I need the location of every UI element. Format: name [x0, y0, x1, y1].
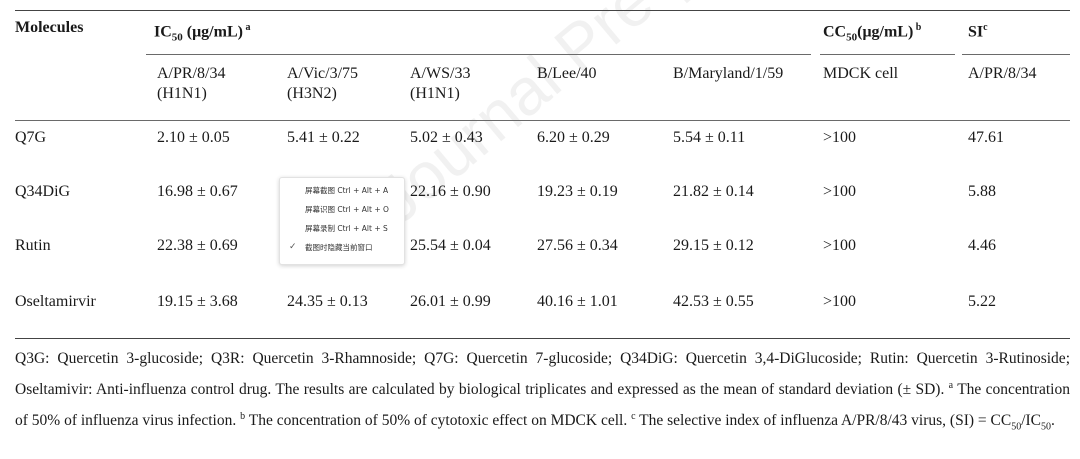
table-bottom-rule	[15, 338, 1070, 339]
row-3-cell-4: 42.53 ± 0.55	[673, 293, 754, 310]
row-0-cell-6: 47.61	[968, 129, 1004, 146]
row-3-cell-1: 24.35 ± 0.13	[287, 293, 368, 310]
row-0-cell-0: 2.10 ± 0.05	[157, 129, 230, 146]
cc50-group-rule	[820, 54, 955, 55]
row-3-cell-6: 5.22	[968, 293, 996, 310]
menu-item-screenshot[interactable]: 屏幕截图 Ctrl + Alt + A	[305, 186, 389, 195]
row-2-cell-2: 25.54 ± 0.04	[410, 237, 491, 254]
table-top-rule	[15, 10, 1070, 11]
ic50-group-rule	[146, 54, 811, 55]
row-2-cell-5: >100	[823, 237, 857, 254]
si-group-rule	[962, 54, 1070, 55]
row-0-cell-1: 5.41 ± 0.22	[287, 129, 360, 146]
subheader-1: A/Vic/3/75 (H3N2)	[287, 65, 359, 102]
table-footnote: Q3G: Quercetin 3-glucoside; Q3R: Quercet…	[15, 350, 1070, 433]
screenshot-context-menu: 屏幕截图 Ctrl + Alt + A 屏幕识图 Ctrl + Alt + O …	[279, 177, 405, 265]
row-2-name: Rutin	[15, 237, 51, 254]
subheader-2: A/WS/33 (H1N1)	[410, 65, 471, 102]
subheader-5: MDCK cell	[823, 65, 899, 82]
row-3-cell-2: 26.01 ± 0.99	[410, 293, 491, 310]
row-1-cell-4: 21.82 ± 0.14	[673, 183, 754, 200]
row-1-cell-3: 19.23 ± 0.19	[537, 183, 618, 200]
row-0-name: Q7G	[15, 129, 47, 146]
header-ic50: IC50 (μg/mL) a	[154, 22, 251, 44]
row-2-cell-3: 27.56 ± 0.34	[537, 237, 618, 254]
menu-item-hide-window[interactable]: 截图时隐藏当前窗口	[305, 243, 373, 252]
row-3-cell-3: 40.16 ± 1.01	[537, 293, 618, 310]
header-cc50: CC50(μg/mL) b	[823, 22, 922, 44]
header-bottom-rule	[15, 120, 1070, 121]
row-1-cell-5: >100	[823, 183, 857, 200]
subheader-3: B/Lee/40	[537, 65, 597, 82]
subheader-4: B/Maryland/1/59	[673, 65, 784, 82]
subheader-0: A/PR/8/34 (H1N1)	[157, 65, 226, 102]
row-0-cell-4: 5.54 ± 0.11	[673, 129, 746, 146]
subheader-6: A/PR/8/34	[968, 65, 1037, 82]
menu-item-screen-record[interactable]: 屏幕录制 Ctrl + Alt + S	[305, 224, 388, 233]
menu-item-image-recognition[interactable]: 屏幕识图 Ctrl + Alt + O	[305, 205, 389, 214]
row-1-name: Q34DiG	[15, 183, 71, 200]
row-2-cell-6: 4.46	[968, 237, 996, 254]
row-1-cell-6: 5.88	[968, 183, 996, 200]
row-2-cell-4: 29.15 ± 0.12	[673, 237, 754, 254]
row-1-cell-0: 16.98 ± 0.67	[157, 183, 238, 200]
header-si: SIc	[968, 22, 988, 41]
header-molecules: Molecules	[15, 19, 84, 36]
row-0-cell-5: >100	[823, 129, 857, 146]
check-icon: ✓	[289, 242, 297, 252]
row-2-cell-0: 22.38 ± 0.69	[157, 237, 238, 254]
row-0-cell-2: 5.02 ± 0.43	[410, 129, 483, 146]
row-0-cell-3: 6.20 ± 0.29	[537, 129, 610, 146]
row-3-cell-5: >100	[823, 293, 857, 310]
row-1-cell-2: 22.16 ± 0.90	[410, 183, 491, 200]
row-3-cell-0: 19.15 ± 3.68	[157, 293, 238, 310]
row-3-name: Oseltamirvir	[15, 293, 96, 310]
